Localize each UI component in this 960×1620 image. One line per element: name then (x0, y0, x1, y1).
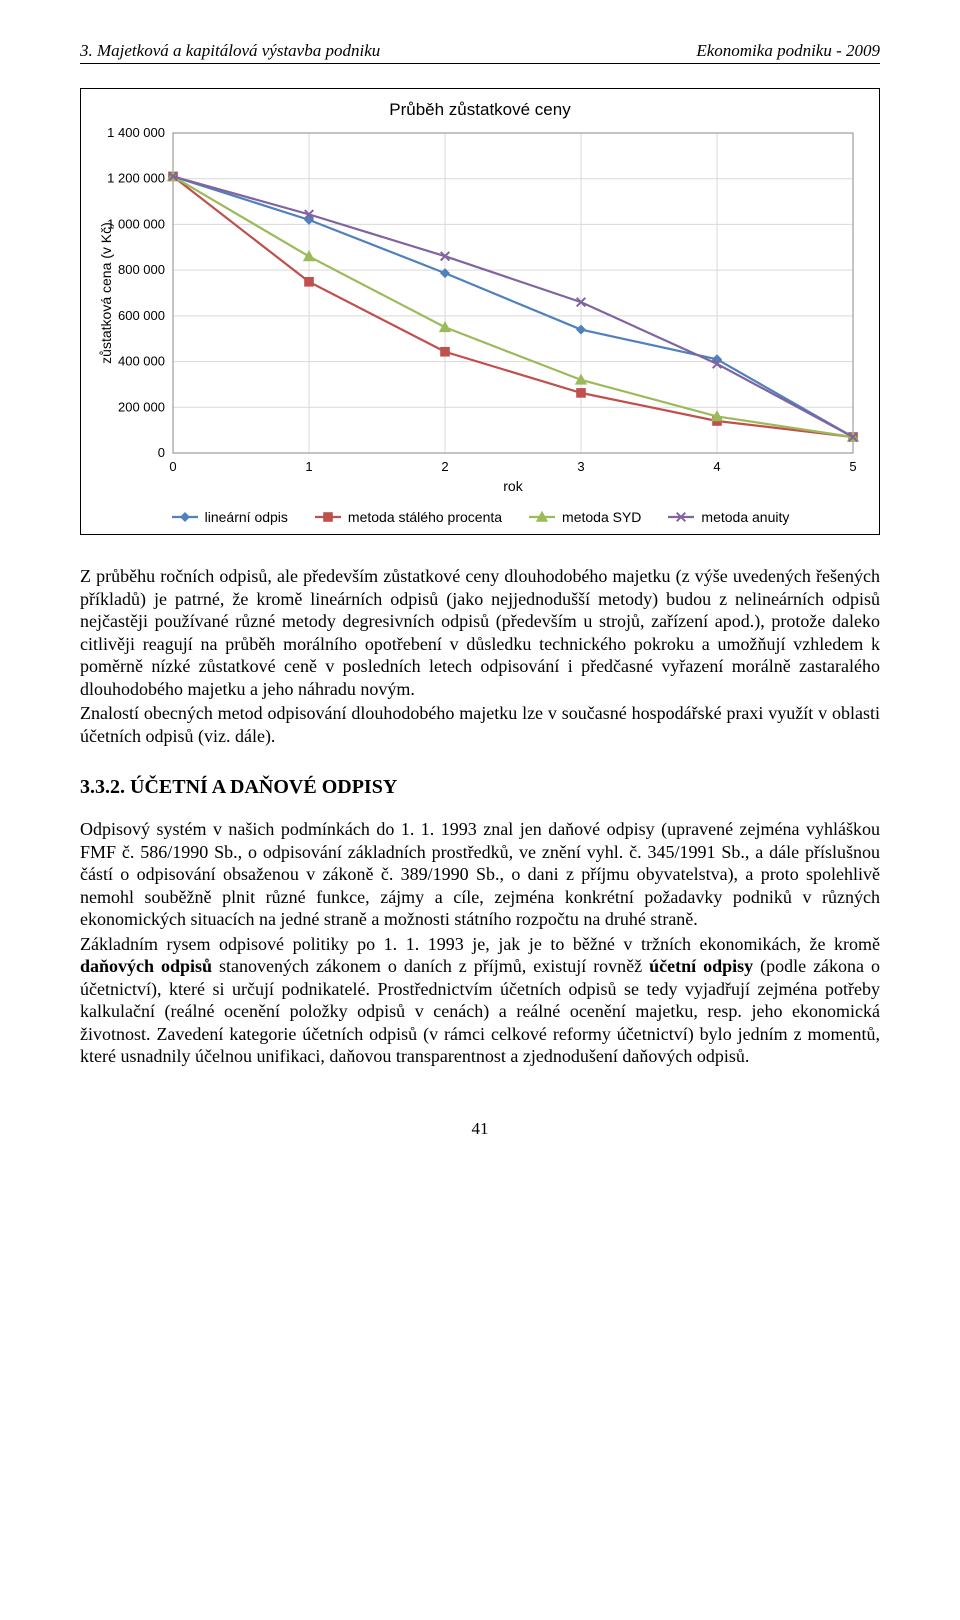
header-left: 3. Majetková a kapitálová výstavba podni… (80, 40, 380, 61)
section-heading: 3.3.2. ÚČETNÍ A DAŇOVÉ ODPISY (80, 775, 880, 800)
svg-text:2: 2 (441, 459, 448, 474)
paragraph: Znalostí obecných metod odpisování dlouh… (80, 702, 880, 747)
page-number: 41 (80, 1118, 880, 1139)
svg-text:4: 4 (713, 459, 720, 474)
svg-text:400 000: 400 000 (118, 353, 165, 368)
svg-text:rok: rok (503, 478, 523, 494)
chart-container: Průběh zůstatkové ceny 0 200 000 400 000 60… (80, 88, 880, 535)
paragraph: Z průběhu ročních odpisů, ale především … (80, 565, 880, 700)
text-run: Základním rysem odpisové politiky po 1. … (80, 934, 880, 954)
page-header: 3. Majetková a kapitálová výstavba podni… (80, 40, 880, 64)
svg-text:600 000: 600 000 (118, 307, 165, 322)
legend-item: metoda SYD (528, 509, 641, 527)
svg-text:800 000: 800 000 (118, 262, 165, 277)
line-chart: 0 200 000 400 000 600 000 800 000 1 000 000 1 … (93, 127, 867, 499)
svg-text:1 000 000: 1 000 000 (107, 216, 165, 231)
chart-title: Průběh zůstatkové ceny (93, 99, 867, 120)
legend-label: metoda SYD (562, 509, 641, 527)
legend-label: metoda anuity (701, 509, 789, 527)
svg-text:0: 0 (158, 445, 165, 460)
svg-text:1 400 000: 1 400 000 (107, 127, 165, 140)
svg-text:200 000: 200 000 (118, 399, 165, 414)
chart-legend: lineární odpis metoda stálého procenta met… (93, 509, 867, 527)
bold-run: účetní odpisy (649, 956, 753, 976)
legend-item: metoda stálého procenta (314, 509, 502, 527)
legend-item: metoda anuity (667, 509, 789, 527)
paragraph: Odpisový systém v našich podmínkách do 1… (80, 818, 880, 931)
svg-text:5: 5 (849, 459, 856, 474)
legend-label: metoda stálého procenta (348, 509, 502, 527)
svg-text:zůstatková cena (v Kč): zůstatková cena (v Kč) (98, 222, 114, 364)
paragraph: Základním rysem odpisové politiky po 1. … (80, 933, 880, 1068)
legend-label: lineární odpis (205, 509, 288, 527)
svg-text:0: 0 (169, 459, 176, 474)
text-run: stanovených zákonem o daních z příjmů, e… (212, 956, 649, 976)
header-right: Ekonomika podniku - 2009 (696, 40, 880, 61)
svg-text:1: 1 (305, 459, 312, 474)
svg-text:3: 3 (577, 459, 584, 474)
legend-item: lineární odpis (171, 509, 288, 527)
svg-text:1 200 000: 1 200 000 (107, 170, 165, 185)
bold-run: daňových odpisů (80, 956, 212, 976)
